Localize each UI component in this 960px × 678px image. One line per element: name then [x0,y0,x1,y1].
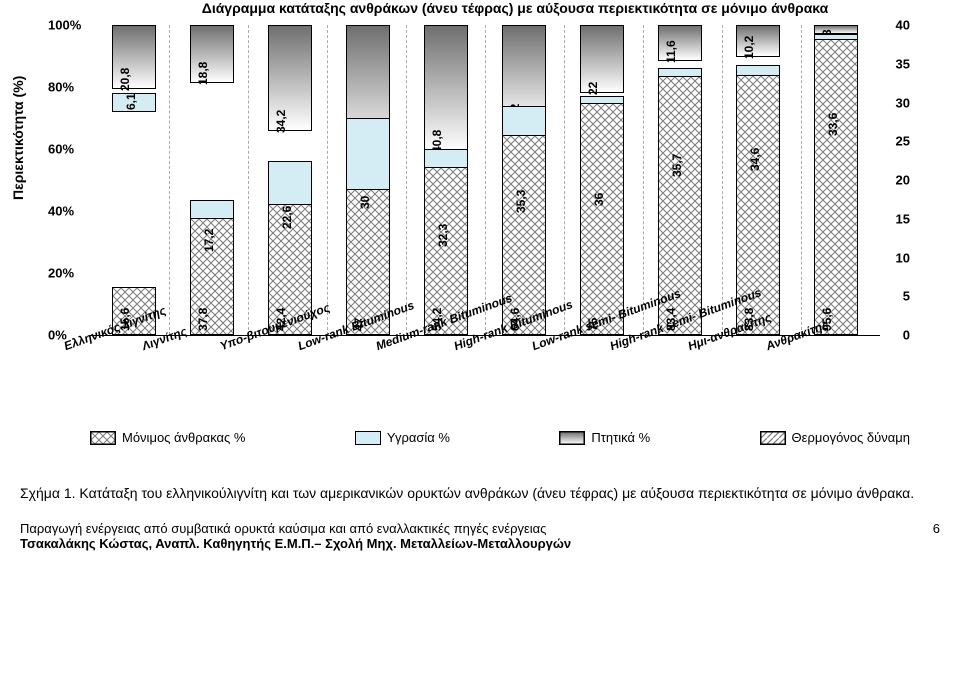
value-label: 35,7 [670,154,684,177]
y-right-tick: 5 [903,289,910,304]
legend-label: Θερμογόνος δύναμη [792,430,910,445]
value-label: 22,6 [280,206,294,229]
value-label: 33,6 [826,113,840,136]
value-label: 34,2 [274,110,288,133]
y-left-label: Περιεκτικότητα (%) [10,76,26,200]
chart-title: Διάγραμμα κατάταξης ανθράκων (άνευ τέφρα… [120,0,910,16]
y-right-tick: 35 [896,56,910,71]
value-label: 37,8 [196,308,210,331]
value-label: 34,6 [748,147,762,170]
y-right-tick: 20 [896,173,910,188]
page-number: 6 [933,521,940,551]
fixed-carbon-bar [580,103,624,336]
y-right-tick: 15 [896,211,910,226]
y-left-tick: 20% [48,266,74,281]
y-right-tick: 10 [896,250,910,265]
value-label: 6,1 [124,93,138,110]
footer-line: Τσακαλάκης Κώστας, Αναπλ. Καθηγητής Ε.Μ.… [20,536,571,551]
page-footer: Παραγωγή ενέργειας από συμβατικά ορυκτά … [20,521,940,551]
figure-caption: Σχήμα 1. Κατάταξη του ελληνικούλιγνίτη κ… [20,485,940,501]
y-left-tick: 80% [48,80,74,95]
y-right-tick: 25 [896,134,910,149]
value-label: 32,3 [436,224,450,247]
value-label: 11,6 [664,40,678,63]
y-left-tick: 60% [48,142,74,157]
fixed-carbon-bar [814,39,858,335]
legend-item: Μόνιμος άνθρακας % [90,430,246,445]
value-label: 10,2 [742,35,756,58]
y-right-tick: 30 [896,95,910,110]
legend-label: Μόνιμος άνθρακας % [122,430,246,445]
value-label: 17,2 [202,228,216,251]
value-label: 36 [592,193,606,206]
y-right-tick: 0 [903,328,910,343]
value-label: 20,8 [118,68,132,91]
legend-item: Υγρασία % [355,430,450,445]
legend-label: Υγρασία % [387,430,450,445]
legend: Μόνιμος άνθρακας % Υγρασία % Πτητικά % Θ… [90,430,910,445]
value-label: 22 [586,82,600,95]
plot-area: 20,815,66,118,837,817,234,242,422,641,44… [90,25,880,336]
footer-line: Παραγωγή ενέργειας από συμβατικά ορυκτά … [20,521,571,536]
y-left-tick: 100% [48,18,81,33]
value-label: 18,8 [196,62,210,85]
legend-item: Θερμογόνος δύναμη [760,430,910,445]
y-right-tick: 40 [896,18,910,33]
legend-item: Πτητικά % [559,430,650,445]
value-label: 35,3 [514,190,528,213]
legend-label: Πτητικά % [591,430,650,445]
value-label: 30 [358,196,372,209]
chart: Διάγραμμα κατάταξης ανθράκων (άνευ τέφρα… [30,0,950,430]
y-left-tick: 40% [48,204,74,219]
